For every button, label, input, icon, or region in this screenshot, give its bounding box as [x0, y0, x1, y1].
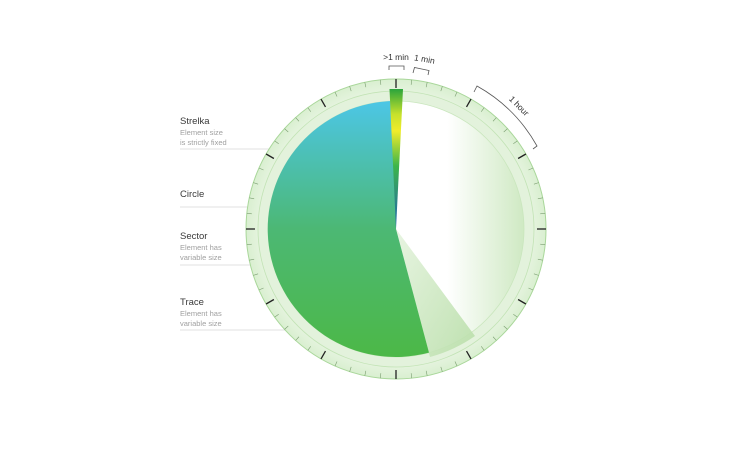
minor-tick — [492, 336, 497, 341]
major-tick — [517, 153, 527, 160]
more-than-one-min-label: >1 min — [383, 52, 409, 62]
minor-tick — [249, 197, 255, 200]
sector-desc-line1: Element has — [180, 243, 222, 252]
circle-label: Circle — [180, 189, 310, 201]
minor-tick — [258, 287, 264, 291]
minor-tick — [480, 346, 485, 351]
minor-tick — [253, 273, 259, 276]
minor-tick — [274, 313, 279, 318]
minor-tick — [503, 325, 508, 330]
minor-tick — [513, 140, 518, 145]
minor-tick — [364, 370, 367, 376]
minor-tick — [492, 117, 497, 122]
major-tick — [465, 350, 472, 360]
minor-tick — [410, 79, 412, 85]
minor-tick — [253, 182, 259, 185]
minor-tick — [334, 361, 338, 367]
minor-tick — [246, 243, 252, 245]
strelka-desc-line2: is strictly fixed — [180, 138, 227, 147]
minor-tick — [528, 287, 534, 291]
strelka-desc-line1: Element size — [180, 128, 223, 137]
tick-marks — [246, 79, 546, 379]
minor-tick — [380, 79, 382, 85]
minor-tick — [425, 82, 428, 88]
minor-tick — [480, 107, 485, 112]
major-tick — [517, 298, 527, 305]
minor-tick — [425, 370, 428, 376]
major-tick — [465, 98, 472, 108]
minor-tick — [334, 91, 338, 97]
strelka-label: Strelka Element size is strictly fixed — [180, 116, 310, 148]
more-than-one-min-bracket — [388, 65, 405, 70]
trace-desc-line1: Element has — [180, 309, 222, 318]
major-tick — [320, 350, 327, 360]
minor-tick — [440, 366, 443, 372]
one-hour-label: 1 hour — [507, 94, 531, 118]
minor-tick — [454, 91, 458, 97]
one-min-bracket — [412, 67, 430, 76]
minor-tick — [503, 128, 508, 133]
major-tick — [320, 98, 327, 108]
minor-tick — [295, 117, 300, 122]
sector-label: Sector Element has variable size — [180, 231, 310, 263]
sector-wedge — [267, 100, 429, 357]
major-tick — [265, 153, 275, 160]
minor-tick — [364, 82, 367, 88]
circle-title: Circle — [180, 189, 205, 200]
trace-label: Trace Element has variable size — [180, 297, 310, 329]
minor-tick — [274, 140, 279, 145]
minor-tick — [513, 313, 518, 318]
minor-tick — [307, 346, 312, 351]
one-hour-bracket — [473, 85, 538, 150]
minor-tick — [295, 336, 300, 341]
minor-tick — [380, 373, 382, 379]
trace-wedge — [396, 229, 475, 357]
minor-tick — [284, 325, 289, 330]
minor-tick — [533, 182, 539, 185]
strelka-hand — [389, 89, 403, 229]
minor-tick — [528, 167, 534, 171]
minor-tick — [258, 167, 264, 171]
minor-tick — [249, 258, 255, 261]
sector-desc-line2: variable size — [180, 253, 222, 262]
strelka-title: Strelka — [180, 116, 210, 127]
minor-tick — [540, 213, 546, 215]
minor-tick — [307, 107, 312, 112]
minor-tick — [246, 213, 252, 215]
minor-tick — [533, 273, 539, 276]
minor-tick — [349, 86, 352, 92]
sector-title: Sector — [180, 231, 208, 242]
minor-tick — [537, 197, 543, 200]
minor-tick — [540, 243, 546, 245]
minor-tick — [410, 373, 412, 379]
major-tick — [265, 298, 275, 305]
minor-tick — [454, 361, 458, 367]
minor-tick — [537, 258, 543, 261]
trace-desc-line2: variable size — [180, 319, 222, 328]
minor-tick — [440, 86, 443, 92]
minor-tick — [349, 366, 352, 372]
trace-title: Trace — [180, 297, 204, 308]
one-min-label: 1 min — [413, 52, 435, 66]
minor-tick — [284, 128, 289, 133]
